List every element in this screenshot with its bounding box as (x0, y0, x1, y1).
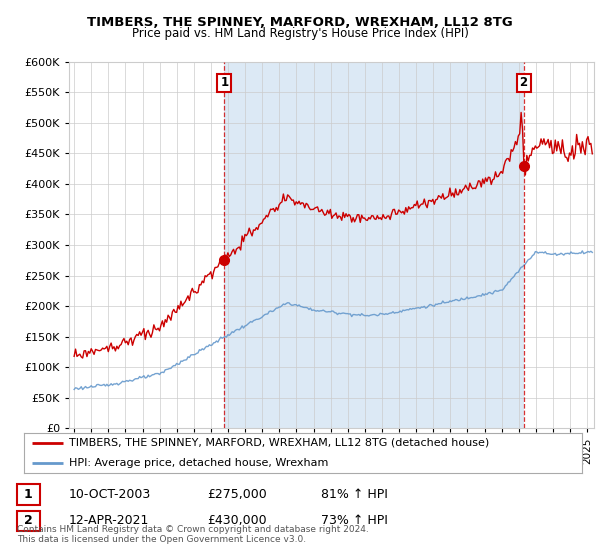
Text: 1: 1 (24, 488, 32, 501)
Text: 12-APR-2021: 12-APR-2021 (69, 514, 149, 528)
Text: Contains HM Land Registry data © Crown copyright and database right 2024.
This d: Contains HM Land Registry data © Crown c… (17, 525, 368, 544)
Text: Price paid vs. HM Land Registry's House Price Index (HPI): Price paid vs. HM Land Registry's House … (131, 27, 469, 40)
Text: 1: 1 (220, 77, 229, 90)
Text: TIMBERS, THE SPINNEY, MARFORD, WREXHAM, LL12 8TG (detached house): TIMBERS, THE SPINNEY, MARFORD, WREXHAM, … (68, 438, 489, 448)
Text: TIMBERS, THE SPINNEY, MARFORD, WREXHAM, LL12 8TG: TIMBERS, THE SPINNEY, MARFORD, WREXHAM, … (87, 16, 513, 29)
Text: HPI: Average price, detached house, Wrexham: HPI: Average price, detached house, Wrex… (68, 458, 328, 468)
Text: 10-OCT-2003: 10-OCT-2003 (69, 488, 151, 501)
Text: £275,000: £275,000 (207, 488, 267, 501)
Text: 2: 2 (24, 514, 32, 528)
Text: 81% ↑ HPI: 81% ↑ HPI (321, 488, 388, 501)
Text: £430,000: £430,000 (207, 514, 266, 528)
Text: 2: 2 (520, 77, 527, 90)
Text: 73% ↑ HPI: 73% ↑ HPI (321, 514, 388, 528)
Bar (224, 62, 524, 428)
